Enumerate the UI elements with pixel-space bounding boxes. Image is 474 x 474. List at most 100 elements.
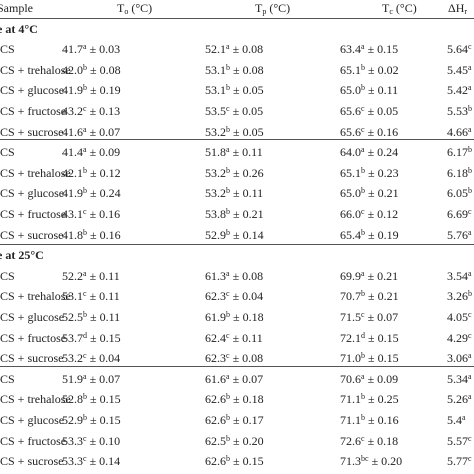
cell: 65.1b ± 0.23 [340,163,399,183]
cell-mean: 62.6 [205,392,226,407]
cell: 65.0b ± 0.11 [340,80,398,100]
cell: 65.1b ± 0.02 [340,60,399,80]
cell-sd: ± 0.11 [232,330,263,345]
cell-mean: 4.66 [447,124,468,139]
cell-letter: c [361,124,365,134]
cell-mean: 5.42 [447,83,468,98]
cell-mean: 71.3 [340,454,361,469]
cell-sd: ± 0.03 [89,42,121,57]
cell-sd: ± 0.11 [233,186,264,201]
cell-sd: ± 0.08 [233,62,264,77]
row-label: CS + fructose [0,104,67,118]
cell-letter: b [361,186,365,196]
cell-mean: 70.6 [340,371,361,386]
cell-mean: 53.2 [205,124,226,139]
cell: 4.05c [447,307,472,327]
cell-mean: 53.1 [62,289,83,304]
row-label: CS [0,42,15,57]
row-label: CS + glucose [0,413,65,427]
cell-mean: 41.9 [62,83,83,98]
cell: 61.6a ± 0.07 [205,369,263,389]
cell-letter: c [361,207,365,216]
cell: 52.9b ± 0.14 [205,225,264,245]
cell: 62.4c ± 0.11 [205,328,263,348]
cell-sd: ± 0.16 [368,413,399,427]
cell-letter: a [468,83,472,93]
cell-mean: 52.1 [205,42,226,57]
cell-mean: 6.69 [447,207,468,221]
cell-sd: ± 0.11 [232,145,263,160]
cell: 41.6a ± 0.07 [62,122,120,142]
header-symbol: T [382,1,390,15]
cell-letter: c [226,330,230,340]
cell-sd: ± 0.24 [90,186,121,201]
cell: 5.26a [447,389,472,409]
cell-mean: 66.0 [340,207,361,221]
cell-sd: ± 0.20 [233,433,264,448]
cell-mean: 71.0 [340,351,361,366]
cell: 53.3c ± 0.14 [62,451,120,471]
cell-mean: 53.2 [205,186,226,201]
cell-letter: d [361,330,365,340]
row-label: CS + trehalose [0,62,71,77]
cell-letter: b [226,454,230,464]
cell-mean: 6.05 [447,186,468,201]
cell-sd: ± 0.05 [233,83,264,98]
cell-letter: c [83,433,87,443]
cell-mean: 61.6 [205,371,226,386]
header-cell: ΔHr [448,0,467,18]
cell-letter: a [226,42,230,52]
cell: 53.3c ± 0.10 [62,431,120,451]
cell-mean: 62.3 [205,351,226,366]
cell: 41.7a ± 0.03 [62,39,120,59]
cell-letter: b [83,186,87,196]
row-label: CS [0,145,15,160]
cell-letter: b [226,186,230,196]
cell: 53.1b ± 0.05 [205,80,264,100]
cell-sd: ± 0.05 [232,104,264,118]
cell: 53.2c ± 0.04 [62,348,120,368]
cell: 53.2b ± 0.05 [205,122,264,142]
cell-letter: b [468,165,472,175]
cell-sd: ± 0.24 [367,145,399,160]
cell-letter: b [83,413,87,422]
cell: 6.69c [447,204,472,224]
cell-sd: ± 0.07 [232,371,264,386]
cell-letter: b [226,227,230,237]
cell-sd: ± 0.10 [89,433,121,448]
row-label: CS + sucrose [0,124,64,139]
cell-sd: ± 0.07 [89,371,121,386]
cell-letter: a [468,371,472,381]
cell-mean: 53.1 [205,62,226,77]
cell-mean: 70.7 [340,289,361,304]
cell: 53.1c ± 0.11 [62,286,120,306]
cell-mean: 43.1 [62,207,83,221]
cell-letter: b [226,207,230,216]
cell-mean: 3.26 [447,289,468,304]
cell-sd: ± 0.25 [368,392,399,407]
cell: 65.0b ± 0.21 [340,183,399,203]
cell-mean: 72.1 [340,330,361,345]
row-label: CS + trehalose [0,289,71,304]
cell-mean: 53.5 [205,104,226,118]
cell: 72.1d ± 0.15 [340,328,399,348]
cell-letter: c [468,42,472,52]
cell-mean: 5.64 [447,42,468,57]
header-symbol: T [255,1,263,15]
header-unit: (°C) [392,1,417,15]
cell-sd: ± 0.08 [232,351,264,366]
cell: 5.64c [447,39,472,59]
cell-letter: c [226,351,230,361]
cell-sd: ± 0.18 [367,433,399,448]
cell-letter: a [83,371,87,381]
cell-letter: c [226,104,230,113]
cell-letter: c [468,207,472,216]
cell: 6.17b [447,142,472,162]
cell-letter: b [83,165,87,175]
cell-mean: 71.1 [340,392,361,407]
cell: 65.6c ± 0.05 [340,101,398,121]
cell-sd: ± 0.15 [90,392,121,407]
cell-sd: ± 0.09 [89,145,121,160]
cell-mean: 5.4 [447,413,462,427]
